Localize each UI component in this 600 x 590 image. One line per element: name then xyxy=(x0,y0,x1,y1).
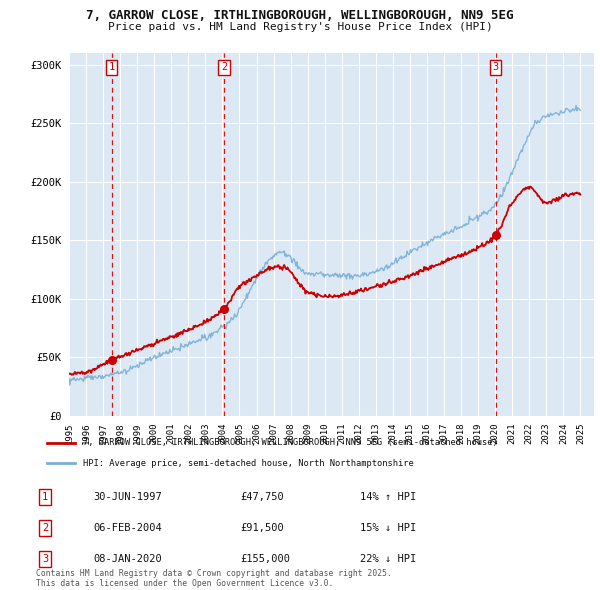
Text: 3: 3 xyxy=(42,555,48,564)
Text: 2: 2 xyxy=(221,62,227,72)
Text: £47,750: £47,750 xyxy=(240,492,284,502)
Text: 15% ↓ HPI: 15% ↓ HPI xyxy=(360,523,416,533)
Text: 3: 3 xyxy=(493,62,499,72)
Text: Price paid vs. HM Land Registry's House Price Index (HPI): Price paid vs. HM Land Registry's House … xyxy=(107,22,493,32)
Text: 7, GARROW CLOSE, IRTHLINGBOROUGH, WELLINGBOROUGH, NN9 5EG (semi-detached house): 7, GARROW CLOSE, IRTHLINGBOROUGH, WELLIN… xyxy=(83,438,497,447)
Text: 08-JAN-2020: 08-JAN-2020 xyxy=(93,555,162,564)
Text: HPI: Average price, semi-detached house, North Northamptonshire: HPI: Average price, semi-detached house,… xyxy=(83,458,413,467)
Text: 06-FEB-2004: 06-FEB-2004 xyxy=(93,523,162,533)
Text: Contains HM Land Registry data © Crown copyright and database right 2025.
This d: Contains HM Land Registry data © Crown c… xyxy=(36,569,392,588)
Text: 14% ↑ HPI: 14% ↑ HPI xyxy=(360,492,416,502)
Text: 30-JUN-1997: 30-JUN-1997 xyxy=(93,492,162,502)
Text: 7, GARROW CLOSE, IRTHLINGBOROUGH, WELLINGBOROUGH, NN9 5EG: 7, GARROW CLOSE, IRTHLINGBOROUGH, WELLIN… xyxy=(86,9,514,22)
Text: £155,000: £155,000 xyxy=(240,555,290,564)
Text: 1: 1 xyxy=(109,62,115,72)
Text: £91,500: £91,500 xyxy=(240,523,284,533)
Text: 22% ↓ HPI: 22% ↓ HPI xyxy=(360,555,416,564)
Text: 1: 1 xyxy=(42,492,48,502)
Text: 2: 2 xyxy=(42,523,48,533)
